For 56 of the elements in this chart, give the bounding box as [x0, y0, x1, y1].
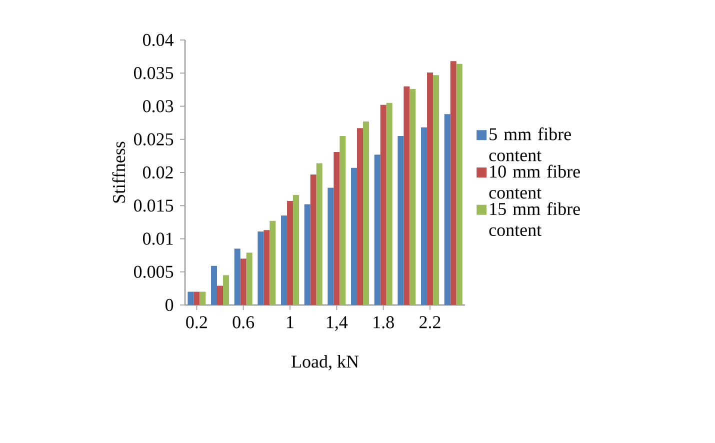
legend-label: 15 mm fibre content	[489, 202, 580, 236]
bar	[386, 102, 392, 305]
x-tick-label: 1	[287, 316, 294, 328]
bar	[316, 163, 322, 305]
bar	[351, 168, 358, 305]
bar	[293, 195, 300, 305]
y-tick-label: 0	[165, 298, 174, 312]
y-tick-label: 0.03	[142, 100, 174, 112]
bar	[357, 128, 364, 305]
bar	[421, 127, 428, 305]
bar	[304, 204, 310, 305]
bar	[223, 275, 230, 305]
bar	[328, 188, 334, 305]
bar	[217, 286, 224, 305]
bar	[270, 220, 276, 305]
bar	[194, 292, 200, 305]
legend-label: 10 mm fibre content	[489, 164, 580, 199]
bar	[310, 174, 316, 305]
bar	[200, 292, 206, 305]
bar	[281, 216, 288, 305]
bar	[334, 152, 340, 305]
bar	[234, 248, 240, 305]
bar	[340, 136, 346, 305]
x-tick-label: 1,4	[327, 316, 348, 331]
bar	[456, 64, 462, 305]
y-tick-label: 0.005	[134, 266, 174, 278]
bar	[240, 258, 246, 305]
x-tick-label: 0.2	[186, 316, 207, 328]
bar	[264, 230, 270, 305]
bar	[427, 72, 434, 305]
legend-label: 5 mm fibre content	[489, 127, 571, 162]
bar	[246, 252, 252, 305]
y-axis-title: Stiffness	[112, 142, 126, 203]
bar	[287, 200, 294, 305]
bar	[374, 154, 380, 305]
bar	[404, 86, 410, 305]
x-tick-label: 0.6	[232, 316, 254, 328]
x-tick-label: 1.8	[374, 316, 394, 328]
y-tick-label: 0.015	[134, 200, 174, 212]
bar	[433, 75, 440, 305]
bar	[444, 114, 450, 305]
y-tick-label: 0.025	[134, 133, 174, 146]
bar	[380, 104, 386, 305]
bar	[258, 231, 264, 305]
bar	[363, 121, 370, 305]
bar	[398, 136, 404, 305]
bar	[450, 61, 456, 305]
y-tick-label: 0.02	[142, 166, 173, 179]
bar	[188, 292, 194, 305]
bar	[410, 89, 416, 305]
x-axis-title: Load, kN	[292, 355, 359, 370]
x-tick-label: 2.2	[420, 316, 440, 328]
y-tick-label: 0.035	[134, 67, 174, 80]
y-tick-label: 0.04	[142, 34, 174, 46]
bar	[211, 266, 218, 305]
y-tick-label: 0.01	[142, 232, 173, 245]
